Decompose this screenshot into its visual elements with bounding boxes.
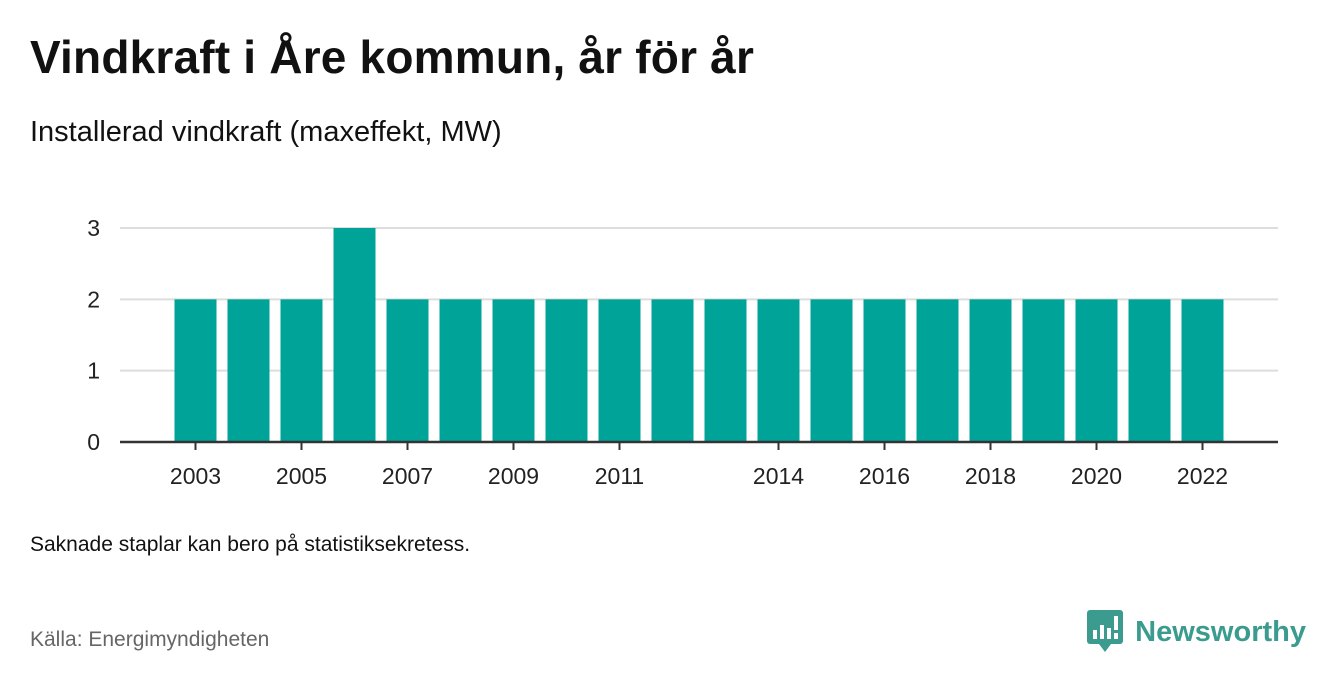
x-tick-label: 2007 xyxy=(382,463,433,489)
bar-2009 xyxy=(492,299,535,442)
bars xyxy=(174,228,1224,442)
bar-2010 xyxy=(545,299,588,442)
y-tick-label: 0 xyxy=(87,429,100,455)
x-tick-label: 2018 xyxy=(965,463,1016,489)
y-tick-label: 3 xyxy=(87,215,100,241)
bar-2018 xyxy=(969,299,1012,442)
y-tick-label: 1 xyxy=(87,358,100,384)
x-tick-label: 2014 xyxy=(753,463,804,489)
x-tick-label: 2005 xyxy=(276,463,327,489)
x-tick-label: 2016 xyxy=(859,463,910,489)
newsworthy-logo-icon xyxy=(1087,610,1124,652)
bar-2013 xyxy=(704,299,747,442)
y-axis-ticks: 0 1 2 3 xyxy=(87,215,100,455)
x-tick-label: 2022 xyxy=(1177,463,1228,489)
source-credit: Källa: Energimyndigheten xyxy=(30,628,270,651)
x-axis-ticks: 2003 2005 2007 2009 2011 2014 2016 2018 2020 2022 xyxy=(170,442,1228,489)
x-tick-label: 2009 xyxy=(488,463,539,489)
bar-2015 xyxy=(810,299,853,442)
bar-2019 xyxy=(1022,299,1065,442)
chart-subtitle: Installerad vindkraft (maxeffekt, MW) xyxy=(30,116,502,148)
bar-2022 xyxy=(1181,299,1224,442)
bar-2006 xyxy=(333,228,376,442)
bar-chart: 0 1 2 3 2003 2005 2007 2009 2011 2014 2016 2018 202… xyxy=(87,215,1278,489)
brand-name: Newsworthy xyxy=(1135,615,1306,648)
bar-2008 xyxy=(439,299,482,442)
bar-2020 xyxy=(1075,299,1118,442)
bar-2004 xyxy=(227,299,270,442)
bar-2016 xyxy=(863,299,906,442)
bar-2003 xyxy=(174,299,217,442)
chart-title: Vindkraft i Åre kommun, år för år xyxy=(30,31,755,83)
footnote: Saknade staplar kan bero på statistiksek… xyxy=(30,533,471,556)
bar-2014 xyxy=(757,299,800,442)
bar-2011 xyxy=(598,299,641,442)
bar-2017 xyxy=(916,299,959,442)
x-tick-label: 2020 xyxy=(1071,463,1122,489)
bar-2005 xyxy=(280,299,323,442)
x-tick-label: 2003 xyxy=(170,463,221,489)
y-tick-label: 2 xyxy=(87,286,100,312)
x-tick-label: 2011 xyxy=(595,463,644,489)
brand-logo: Newsworthy xyxy=(1087,610,1306,654)
bar-2021 xyxy=(1128,299,1171,442)
bar-2012 xyxy=(651,299,694,442)
bar-2007 xyxy=(386,299,429,442)
